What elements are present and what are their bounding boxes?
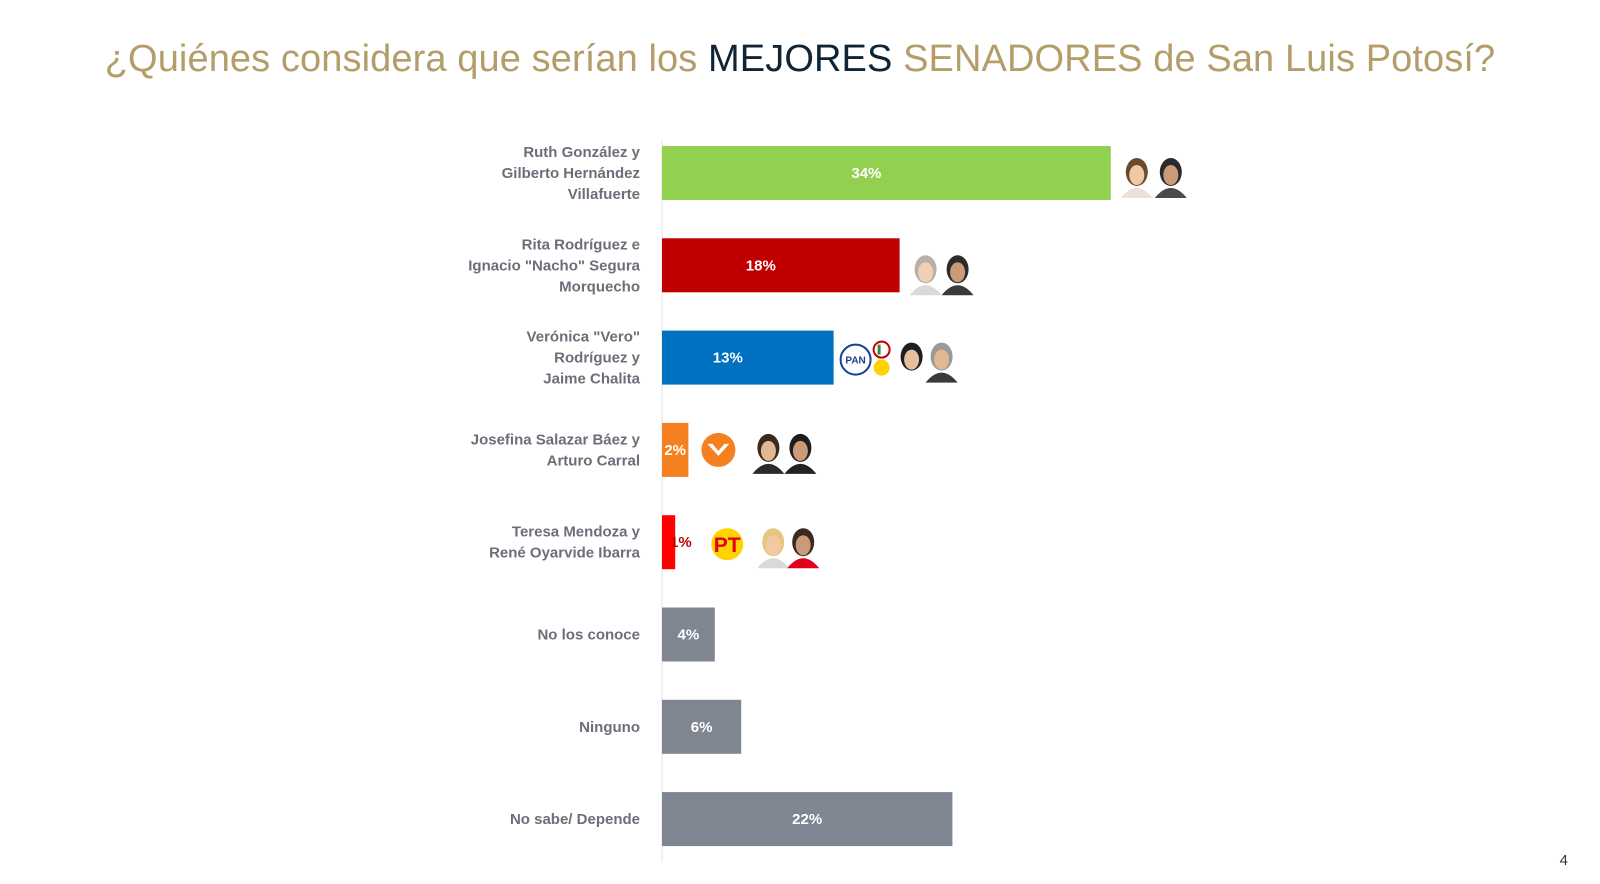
mc-eagle-shape [707, 443, 730, 456]
category-label: Ruth González y [523, 144, 640, 161]
title-highlight: MEJORES [708, 38, 893, 80]
category-label: Verónica "Vero" [527, 329, 640, 346]
title-part2: SENADORES de San Luis Potosí? [892, 38, 1496, 80]
face-shape [934, 349, 950, 370]
shirt-shape [895, 372, 928, 383]
bar-row: No sabe/ Depende 22% [510, 792, 953, 847]
face-shape [760, 440, 776, 461]
bar-row: Verónica "Vero" Rodríguez y Jaime Chalita 1… [527, 329, 834, 388]
category-label: Rita Rodríguez e [522, 236, 640, 253]
title-part1: ¿Quiénes considera que serían los [104, 38, 709, 80]
bar-row: Teresa Mendoza y René Oyarvide Ibarra 1% [489, 515, 692, 570]
bar [662, 146, 1111, 200]
bar [662, 422, 689, 477]
shirt-shape [909, 285, 942, 296]
bar [662, 792, 953, 847]
candidate-photo-icon [757, 528, 790, 569]
movimiento-ciudadano-logo-icon [701, 432, 736, 467]
pt-logo-icon: PT [711, 528, 744, 561]
prd-circle [873, 359, 890, 376]
face-shape [950, 262, 966, 283]
candidate-photo-icon [787, 528, 820, 569]
shirt-shape [941, 285, 974, 296]
shirt-shape [752, 463, 785, 474]
shirt-shape [784, 463, 817, 474]
shirt-shape [925, 372, 958, 383]
shirt-shape [1154, 188, 1187, 198]
bar-row: Ruth González y Gilberto Hernández Villafu… [502, 144, 1111, 203]
category-label: Ninguno [579, 719, 640, 736]
value-label: 22% [792, 811, 822, 828]
category-label: Villafuerte [568, 186, 640, 203]
value-label: 34% [851, 165, 881, 182]
shirt-shape [1120, 188, 1153, 198]
candidate-photo-icon [895, 342, 928, 383]
candidate-photo-icon [941, 255, 974, 296]
candidate-photo-icon [1120, 158, 1153, 198]
shirt-shape [787, 558, 820, 569]
pri-stripe [877, 344, 881, 355]
category-label: Teresa Mendoza y [512, 524, 641, 541]
pri-circle [872, 340, 891, 359]
logo-circle [701, 432, 736, 467]
pan-pri-prd-logo-icon: PAN [839, 340, 891, 376]
category-label: Ignacio "Nacho" Segura [468, 257, 640, 274]
category-label: No sabe/ Depende [510, 811, 640, 828]
face-shape [918, 262, 934, 283]
category-label: Rodríguez y [554, 350, 640, 367]
logo-circle [839, 343, 872, 376]
category-label: Gilberto Hernández [502, 165, 640, 182]
face-shape [1129, 165, 1145, 185]
bar-row: Josefina Salazar Báez y Arturo Carral 2% [471, 422, 689, 477]
value-label: 13% [713, 350, 743, 367]
face-shape [795, 535, 811, 556]
candidate-photo-icon [925, 342, 958, 383]
category-label: René Oyarvide Ibarra [489, 545, 641, 562]
candidate-photo-icon [909, 255, 942, 296]
bar-row: Ninguno 6% [579, 699, 742, 754]
logo-circle [711, 528, 744, 561]
value-label: 6% [691, 719, 713, 736]
bar [662, 330, 834, 385]
bar [662, 607, 715, 662]
value-label: 2% [664, 442, 686, 459]
category-label: Josefina Salazar Báez y [471, 431, 641, 448]
bar [662, 238, 900, 293]
shirt-shape [757, 558, 790, 569]
chart-title: ¿Quiénes considera que serían los MEJORE… [0, 38, 1600, 81]
category-label: Arturo Carral [547, 452, 640, 469]
value-label: 18% [746, 257, 776, 274]
face-shape [1163, 165, 1179, 185]
bar-row: Rita Rodríguez e Ignacio "Nacho" Segura Mo… [468, 236, 900, 295]
face-shape [904, 349, 920, 370]
value-label: 1% [670, 534, 692, 551]
face-shape [765, 535, 781, 556]
candidate-photo-icon [784, 433, 817, 474]
logo-text: PT [714, 534, 741, 557]
bar [662, 515, 676, 570]
candidate-photo-icon [752, 433, 785, 474]
bar [662, 699, 742, 754]
category-label: Morquecho [559, 278, 640, 295]
candidate-photo-icon [1154, 158, 1187, 198]
logo-text: PAN [845, 356, 865, 367]
value-label: 4% [678, 627, 700, 644]
category-label: No los conoce [537, 627, 640, 644]
bar-row: No los conoce 4% [537, 607, 715, 662]
page-number: 4 [1559, 852, 1568, 869]
face-shape [792, 440, 808, 461]
category-label: Jaime Chalita [543, 371, 640, 388]
